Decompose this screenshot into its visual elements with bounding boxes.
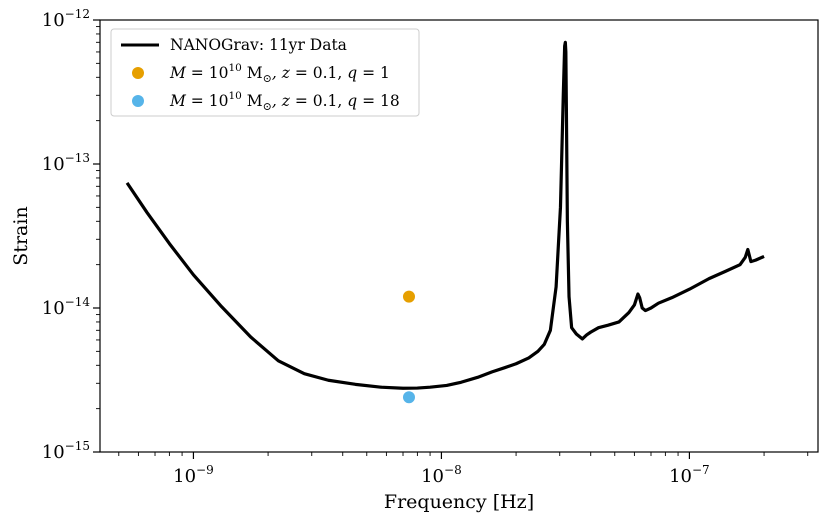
- legend-label-nanograv: NANOGrav: 11yr Data: [170, 36, 347, 54]
- legend-box: [110, 28, 420, 117]
- legend-label-q18: M = 1010 M⊙, z = 0.1, q = 18: [169, 90, 400, 113]
- series-layer: [125, 40, 765, 404]
- y-axis-label: Strain: [10, 206, 32, 265]
- x-tick-label: 10−9: [173, 463, 214, 487]
- ticks-layer: [93, 19, 809, 459]
- series-line-nanograv: [125, 40, 765, 390]
- plot-frame: [99, 19, 819, 453]
- y-tick-label: 10−13: [42, 151, 90, 175]
- x-axis-label: Frequency [Hz]: [384, 491, 534, 513]
- y-tick-label: 10−15: [42, 439, 90, 463]
- scatter-point-1: [402, 290, 415, 303]
- tick-labels-layer: 10−9 10−8 10−7 10−15 10−14 10−13 10−12: [42, 7, 710, 487]
- y-tick-label: 10−12: [42, 7, 90, 31]
- y-tick-label: 10−14: [42, 295, 91, 319]
- plot-area: [99, 19, 819, 453]
- legend: NANOGrav: 11yr Data M = 1010 M⊙, z = 0.1…: [110, 28, 420, 117]
- legend-marker-q18: [132, 95, 144, 107]
- legend-label-q1: M = 1010 M⊙, z = 0.1, q = 1: [169, 62, 390, 85]
- legend-marker-q1: [132, 67, 144, 79]
- x-tick-label: 10−7: [669, 463, 710, 487]
- x-tick-label: 10−8: [421, 463, 462, 487]
- scatter-point-2: [402, 391, 415, 404]
